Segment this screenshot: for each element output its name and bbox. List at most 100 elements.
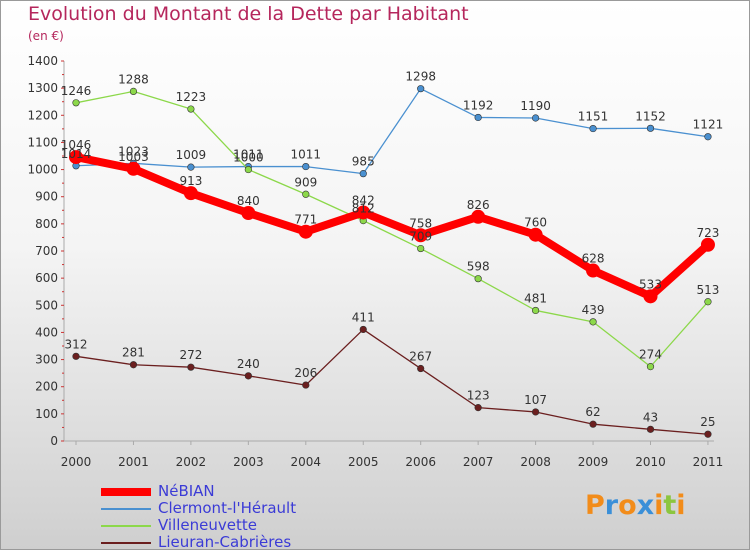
data-point bbox=[356, 205, 371, 220]
data-label: 1014 bbox=[61, 147, 92, 161]
data-point bbox=[244, 372, 252, 380]
data-label: 513 bbox=[696, 283, 719, 297]
y-tick-label: 100 bbox=[35, 407, 58, 421]
series-line bbox=[75, 90, 709, 368]
x-tick-label: 2000 bbox=[61, 455, 92, 469]
data-label: 1192 bbox=[463, 98, 494, 112]
series-line bbox=[75, 153, 711, 301]
y-tick-label: 0 bbox=[50, 434, 58, 448]
y-tick-label: 500 bbox=[35, 298, 58, 312]
y-tick-label: 300 bbox=[35, 353, 58, 367]
data-point bbox=[129, 87, 138, 95]
data-label: 628 bbox=[582, 252, 605, 266]
data-point bbox=[241, 206, 256, 220]
data-label: 1011 bbox=[233, 148, 264, 162]
series-line bbox=[75, 88, 709, 175]
x-tick-label: 2010 bbox=[635, 455, 666, 469]
data-label: 760 bbox=[524, 216, 547, 230]
data-point bbox=[586, 263, 601, 278]
data-label: 771 bbox=[294, 213, 317, 227]
y-tick-label: 1300 bbox=[27, 81, 58, 95]
data-point bbox=[72, 99, 80, 107]
data-label: 909 bbox=[294, 175, 317, 189]
legend-swatch bbox=[101, 488, 151, 496]
x-tick-label: 2002 bbox=[176, 455, 207, 469]
data-point bbox=[359, 325, 367, 334]
data-point bbox=[187, 363, 195, 371]
x-tick-label: 2009 bbox=[578, 455, 609, 469]
chart-unit: (en €) bbox=[28, 29, 64, 43]
data-point bbox=[417, 244, 425, 253]
data-point bbox=[704, 430, 712, 438]
y-tick-label: 1100 bbox=[27, 135, 58, 149]
y-tick-label: 600 bbox=[35, 271, 58, 285]
data-label: 758 bbox=[409, 216, 432, 230]
data-point bbox=[646, 425, 655, 433]
data-point bbox=[589, 420, 597, 428]
data-label: 913 bbox=[179, 174, 202, 188]
x-tick-label: 2004 bbox=[291, 455, 322, 469]
data-label: 1298 bbox=[405, 70, 436, 84]
legend-swatch bbox=[101, 508, 151, 510]
data-label: 411 bbox=[352, 310, 375, 324]
y-tick-label: 900 bbox=[35, 190, 58, 204]
data-point bbox=[129, 361, 138, 369]
data-label: 840 bbox=[237, 194, 260, 208]
y-tick-label: 400 bbox=[35, 325, 58, 339]
legend-label: Clermont-l'Hérault bbox=[158, 499, 297, 517]
data-point bbox=[69, 150, 83, 165]
data-label: 842 bbox=[352, 193, 375, 207]
data-label: 1003 bbox=[118, 150, 149, 164]
data-label: 439 bbox=[582, 303, 605, 317]
data-label: 709 bbox=[409, 230, 432, 244]
data-label: 598 bbox=[467, 260, 490, 274]
data-label: 812 bbox=[352, 202, 375, 216]
data-point bbox=[643, 289, 658, 304]
logo-letter: t bbox=[663, 490, 677, 521]
data-point bbox=[531, 114, 540, 122]
x-tick-label: 2006 bbox=[405, 455, 436, 469]
data-label: 25 bbox=[700, 415, 715, 429]
data-label: 723 bbox=[696, 226, 719, 240]
data-point bbox=[474, 275, 482, 283]
y-tick-label: 800 bbox=[35, 217, 58, 231]
data-label: 274 bbox=[639, 348, 662, 362]
data-point bbox=[474, 113, 482, 122]
legend-swatch bbox=[101, 542, 151, 544]
data-label: 481 bbox=[524, 291, 547, 305]
data-label: 1288 bbox=[118, 72, 149, 86]
data-label: 43 bbox=[643, 410, 658, 424]
logo-letter: i bbox=[676, 490, 686, 521]
data-label: 1121 bbox=[693, 118, 724, 132]
data-label: 1151 bbox=[578, 110, 609, 124]
data-label: 206 bbox=[294, 366, 317, 380]
y-tick-label: 200 bbox=[35, 380, 58, 394]
data-label: 62 bbox=[585, 405, 600, 419]
data-point bbox=[183, 186, 198, 201]
data-point bbox=[646, 124, 655, 132]
data-label: 1023 bbox=[118, 144, 149, 158]
data-point bbox=[531, 306, 540, 315]
x-tick-label: 2008 bbox=[520, 455, 551, 469]
data-label: 985 bbox=[352, 155, 375, 169]
data-point bbox=[700, 237, 715, 252]
data-point bbox=[704, 298, 712, 306]
legend-label: Lieuran-Cabrières bbox=[158, 533, 292, 551]
data-point bbox=[187, 105, 195, 113]
data-point bbox=[302, 190, 310, 198]
data-label: 1046 bbox=[61, 138, 92, 152]
data-point bbox=[244, 165, 252, 174]
legend-swatch bbox=[101, 525, 151, 527]
data-point bbox=[72, 352, 80, 360]
data-label: 267 bbox=[409, 350, 432, 364]
data-label: 1190 bbox=[520, 99, 551, 113]
logo-letter: x bbox=[636, 490, 655, 521]
data-point bbox=[646, 363, 655, 371]
data-label: 1223 bbox=[176, 90, 207, 104]
data-point bbox=[528, 227, 543, 242]
legend-label: Villeneuvette bbox=[158, 516, 258, 534]
data-label: 1009 bbox=[176, 148, 207, 162]
y-tick-label: 1200 bbox=[27, 108, 58, 122]
x-tick-label: 2005 bbox=[348, 455, 379, 469]
